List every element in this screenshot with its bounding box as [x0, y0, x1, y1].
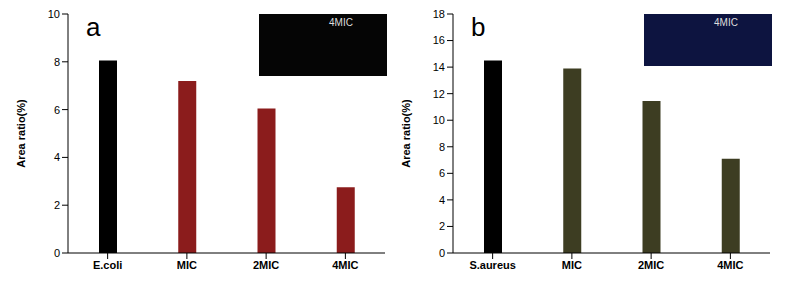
svg-text:2MIC: 2MIC: [253, 259, 279, 271]
svg-text:4: 4: [439, 194, 445, 206]
html-text:4MIC: 4MIC: [714, 17, 738, 28]
svg-text:2: 2: [439, 220, 445, 232]
svg-text:18: 18: [433, 8, 445, 20]
svg-text:Area ratio(%): Area ratio(%): [400, 99, 412, 168]
svg-text:4MIC: 4MIC: [332, 259, 358, 271]
svg-text:6: 6: [54, 104, 60, 116]
svg-text:0: 0: [54, 247, 60, 259]
svg-text:16: 16: [433, 34, 445, 46]
html-text:a: a: [86, 12, 101, 42]
svg-text:14: 14: [433, 61, 445, 73]
svg-text:MIC: MIC: [562, 259, 582, 271]
svg-text:10: 10: [48, 8, 60, 20]
html-text:b: b: [471, 12, 486, 42]
svg-text:0: 0: [439, 247, 445, 259]
svg-text:4: 4: [54, 151, 60, 163]
svg-text:8: 8: [54, 56, 60, 68]
svg-text:4MIC: 4MIC: [717, 259, 743, 271]
svg-text:MIC: MIC: [177, 259, 197, 271]
svg-text:2: 2: [54, 199, 60, 211]
svg-text:S.aureus: S.aureus: [469, 259, 515, 271]
svg-text:10: 10: [433, 114, 445, 126]
svg-text:E.coli: E.coli: [93, 259, 122, 271]
svg-text:2MIC: 2MIC: [638, 259, 664, 271]
svg-text:12: 12: [433, 88, 445, 100]
svg-text:Area ratio(%): Area ratio(%): [15, 99, 27, 168]
svg-text:8: 8: [439, 141, 445, 153]
svg-text:6: 6: [439, 167, 445, 179]
html-text:4MIC: 4MIC: [329, 17, 353, 28]
